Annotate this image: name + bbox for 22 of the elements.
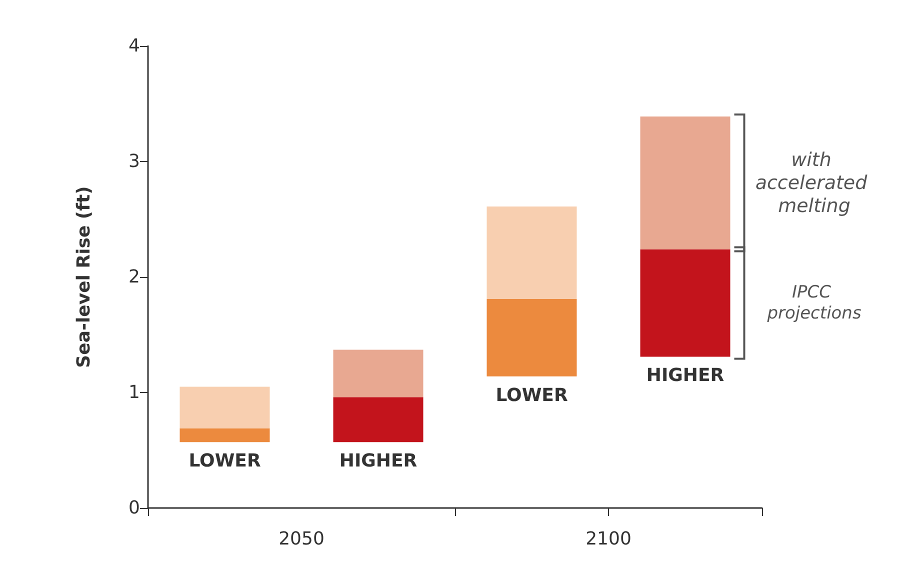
x-tick-label: LOWER xyxy=(496,384,568,406)
annotation: with accelerated melting xyxy=(755,148,874,217)
text: 2050 xyxy=(278,528,324,550)
bar xyxy=(640,116,730,250)
x-tick-label: LOWER xyxy=(188,450,261,472)
x-tick-label: HIGHER xyxy=(646,365,724,386)
bar xyxy=(180,386,270,428)
bar xyxy=(486,206,577,299)
bar xyxy=(180,428,270,442)
bar xyxy=(640,249,730,357)
y-tick-label: 3 xyxy=(128,151,140,172)
text: 2100 xyxy=(586,528,632,550)
y-tick-label: 4 xyxy=(128,36,140,56)
bar xyxy=(486,298,577,376)
y-axis-title: Sea-level Rise (ft) xyxy=(74,186,94,368)
y-tick-label: 1 xyxy=(128,382,140,403)
y-tick-label: 2 xyxy=(128,266,140,288)
y-tick-label: 0 xyxy=(128,498,140,518)
text: IPCC projections xyxy=(766,282,862,324)
bar xyxy=(333,397,424,442)
x-tick-label: HIGHER xyxy=(339,450,418,472)
bar xyxy=(333,350,424,398)
